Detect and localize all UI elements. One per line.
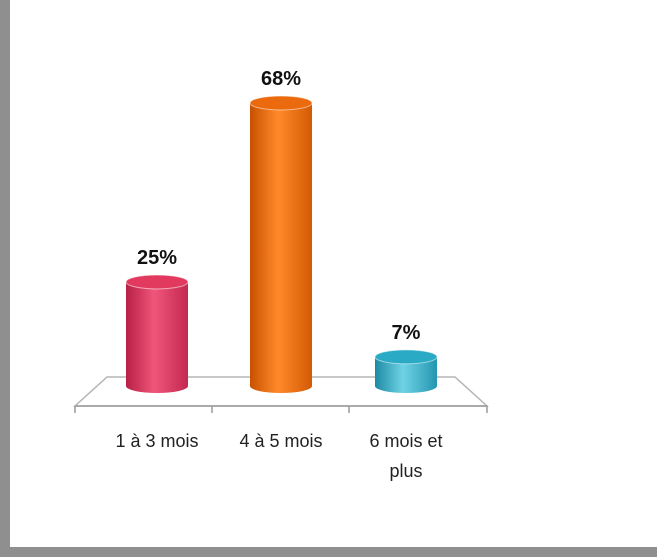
bar-3 xyxy=(374,349,438,393)
bar-body xyxy=(375,356,437,393)
x-tick-label: plus xyxy=(389,461,422,481)
data-label: 68% xyxy=(261,68,301,90)
bar-top-cap xyxy=(125,274,189,290)
bar-series xyxy=(125,95,438,393)
x-tick-label: 4 à 5 mois xyxy=(239,431,322,451)
data-label: 7% xyxy=(392,322,421,344)
bar-body xyxy=(250,103,312,393)
x-axis-tick-labels: 1 à 3 mois 4 à 5 mois 6 mois et plus xyxy=(115,431,442,481)
x-tick-label: 6 mois et xyxy=(369,431,442,451)
bar-top-cap xyxy=(374,349,438,365)
bar-body xyxy=(126,281,188,393)
bar-2 xyxy=(249,95,313,393)
x-tick-label: 1 à 3 mois xyxy=(115,431,198,451)
data-label: 25% xyxy=(137,247,177,269)
bar-top-cap xyxy=(249,95,313,111)
bar-1 xyxy=(125,274,189,393)
data-labels: 25% 68% 7% xyxy=(137,68,421,344)
